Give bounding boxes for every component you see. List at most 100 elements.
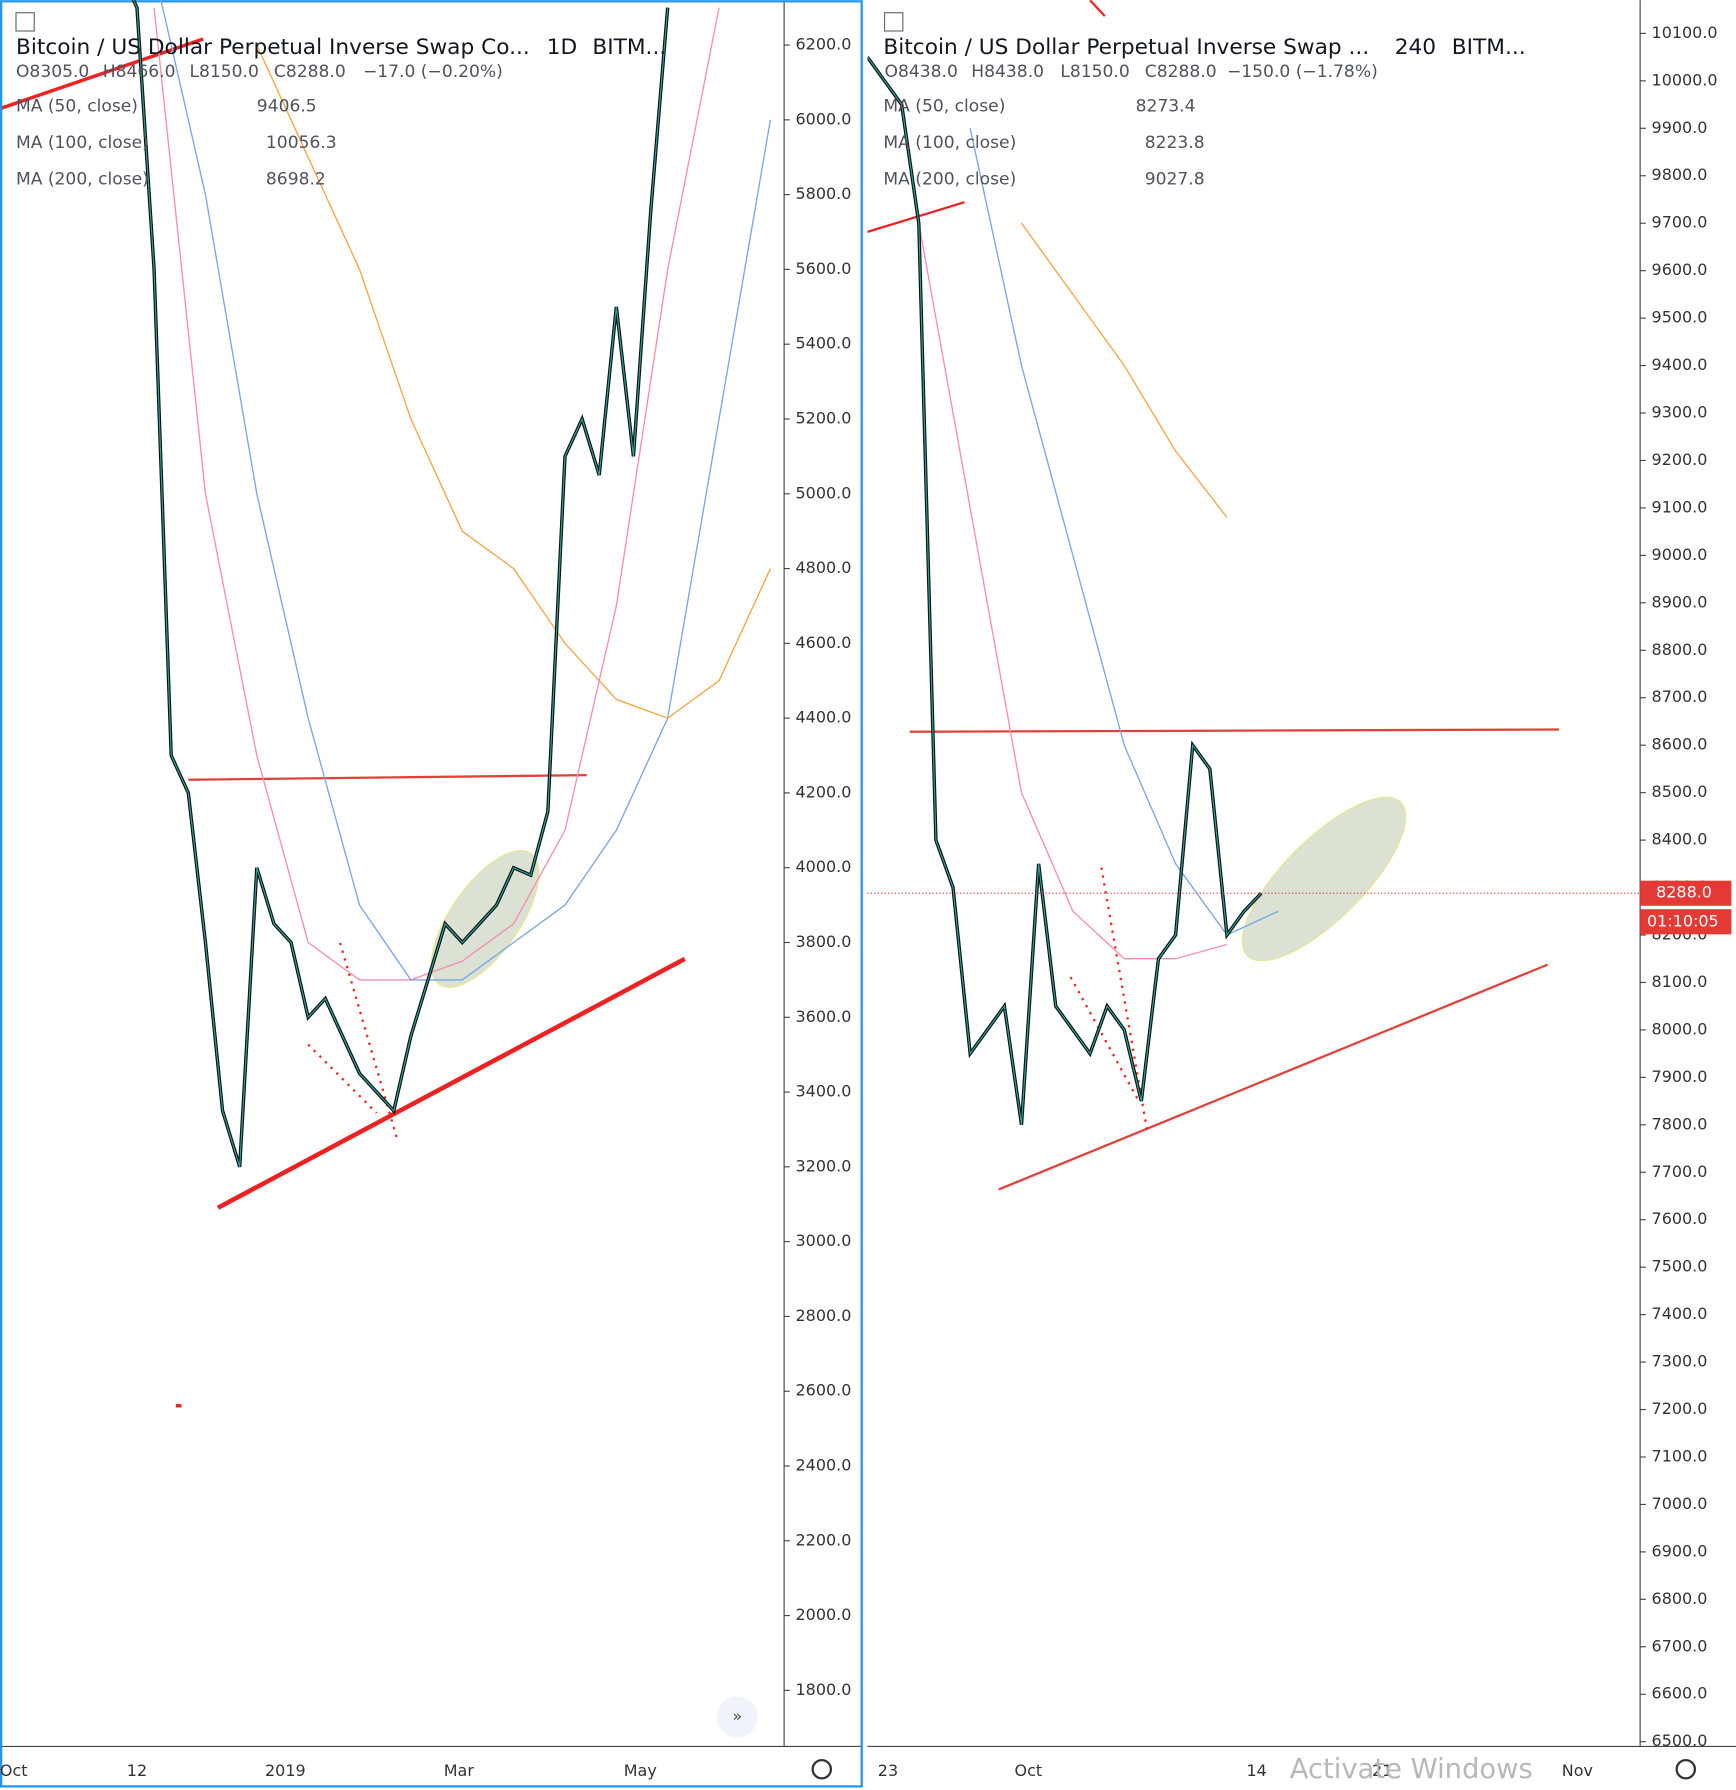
ohlc-value: C8288.0 [1145,62,1217,82]
last-price-box [1640,880,1732,906]
y-tick-label: 4200.0 [796,782,852,801]
indicator-label: MA (200, close) [16,169,149,189]
ohlc-value: O8305.0 [16,62,89,82]
y-tick-label: 9500.0 [1652,308,1708,327]
y-tick-label: 2600.0 [796,1381,852,1400]
y-tick-label: 7700.0 [1652,1162,1708,1181]
y-tick-label: 5800.0 [796,184,852,203]
ohlc-value: C8288.0 [274,62,346,82]
y-tick-label: 9900.0 [1652,118,1708,137]
y-tick-label: 7200.0 [1652,1399,1708,1418]
y-tick-label: 6500.0 [1652,1731,1708,1750]
x-tick-label: May [624,1761,657,1780]
y-tick-label: 1800.0 [796,1680,852,1699]
y-tick-label: 7500.0 [1652,1257,1708,1276]
y-tick-label: 3200.0 [796,1156,852,1175]
ohlc-value: −150.0 (−1.78%) [1227,62,1378,82]
y-tick-label: 5400.0 [796,334,852,353]
last-price-label: 8288.0 [1656,883,1712,902]
x-tick-label: Nov [1562,1761,1593,1780]
indicator-value: 9027.8 [1145,169,1205,189]
y-tick-label: 7300.0 [1652,1352,1708,1371]
y-tick-label: 9300.0 [1652,403,1708,422]
indicator-value: 8273.4 [1136,96,1196,116]
y-tick-label: 8100.0 [1652,972,1708,991]
svg-text:»: » [732,1706,742,1725]
y-tick-label: 4400.0 [796,708,852,727]
y-tick-label: 3000.0 [796,1231,852,1250]
indicator-value: 10056.3 [266,133,337,153]
ma-line [153,7,720,981]
plot [131,0,772,1168]
plot [867,56,1279,1126]
y-tick-label: 7400.0 [1652,1304,1708,1323]
x-tick-label: Oct [1015,1761,1043,1780]
y-tick-label: 8900.0 [1652,592,1708,611]
y-tick-label: 2000.0 [796,1605,852,1624]
y-tick-label: 9000.0 [1652,545,1708,564]
indicator-label: MA (100, close) [16,133,149,153]
y-tick-label: 9400.0 [1652,355,1708,374]
x-tick-label: Oct [0,1761,28,1780]
y-tick-label: 6600.0 [1652,1684,1708,1703]
y-tick-label: 10100.0 [1652,23,1718,42]
x-tick-label: Mar [444,1761,475,1780]
ma-line [256,44,772,719]
y-tick-label: 8000.0 [1652,1019,1708,1038]
y-tick-label: 3600.0 [796,1007,852,1026]
x-tick-label: 2019 [265,1761,306,1780]
y-tick-label: 8500.0 [1652,782,1708,801]
y-tick-label: 9700.0 [1652,213,1708,232]
y-tick-label: 9100.0 [1652,497,1708,516]
x-tick-label: 23 [878,1761,898,1780]
y-tick-label: 7800.0 [1652,1114,1708,1133]
ohlc-value: O8438.0 [885,62,958,82]
y-tick-label: 8400.0 [1652,830,1708,849]
y-tick-label: 7100.0 [1652,1446,1708,1465]
y-tick-label: 5200.0 [796,408,852,427]
countdown: 01:10:05 [1647,911,1719,930]
y-tick-label: 6000.0 [796,109,852,128]
y-tick-label: 9600.0 [1652,260,1708,279]
ohlc-value: H8466.0 [103,62,176,82]
y-tick-label: 5600.0 [796,259,852,278]
y-tick-label: 6900.0 [1652,1541,1708,1560]
y-tick-label: 6700.0 [1652,1636,1708,1655]
y-tick-label: 6800.0 [1652,1589,1708,1608]
y-tick-label: 8800.0 [1652,640,1708,659]
countdown-box [1640,909,1732,935]
ohlc-value: H8438.0 [971,62,1044,82]
y-tick-label: 7000.0 [1652,1494,1708,1513]
ohlc-value: L8150.0 [189,62,258,82]
y-tick-label: 9800.0 [1652,165,1708,184]
indicator-label: MA (200, close) [883,169,1016,189]
exchange: BITM... [1452,35,1526,60]
y-tick-label: 4800.0 [796,558,852,577]
indicator-label: MA (50, close) [883,96,1005,116]
price-line-inner [867,56,1262,1125]
symbol-title: Bitcoin / US Dollar Perpetual Inverse Sw… [16,35,530,60]
y-tick-label: 2400.0 [796,1455,852,1474]
indicator-value: 9406.5 [257,96,317,116]
y-tick-label: 4600.0 [796,633,852,652]
interval: 1D [547,35,577,60]
y-tick-label: 5000.0 [796,483,852,502]
x-tick-label: 14 [1246,1761,1266,1780]
y-tick-label: 3400.0 [796,1082,852,1101]
y-tick-label: 7900.0 [1652,1067,1708,1086]
y-tick-label: 8700.0 [1652,687,1708,706]
y-tick-label: 2800.0 [796,1306,852,1325]
exchange: BITM... [592,35,666,60]
interval: 240 [1395,35,1436,60]
y-tick-label: 6200.0 [796,35,852,54]
x-tick-label: 12 [127,1761,147,1780]
y-tick-label: 4000.0 [796,857,852,876]
ma-line [1020,222,1228,518]
y-tick-label: 2200.0 [796,1530,852,1549]
ohlc-value: L8150.0 [1060,62,1129,82]
ma-line [918,223,1228,960]
price-line-inner [132,0,669,1168]
y-tick-label: 9200.0 [1652,450,1708,469]
